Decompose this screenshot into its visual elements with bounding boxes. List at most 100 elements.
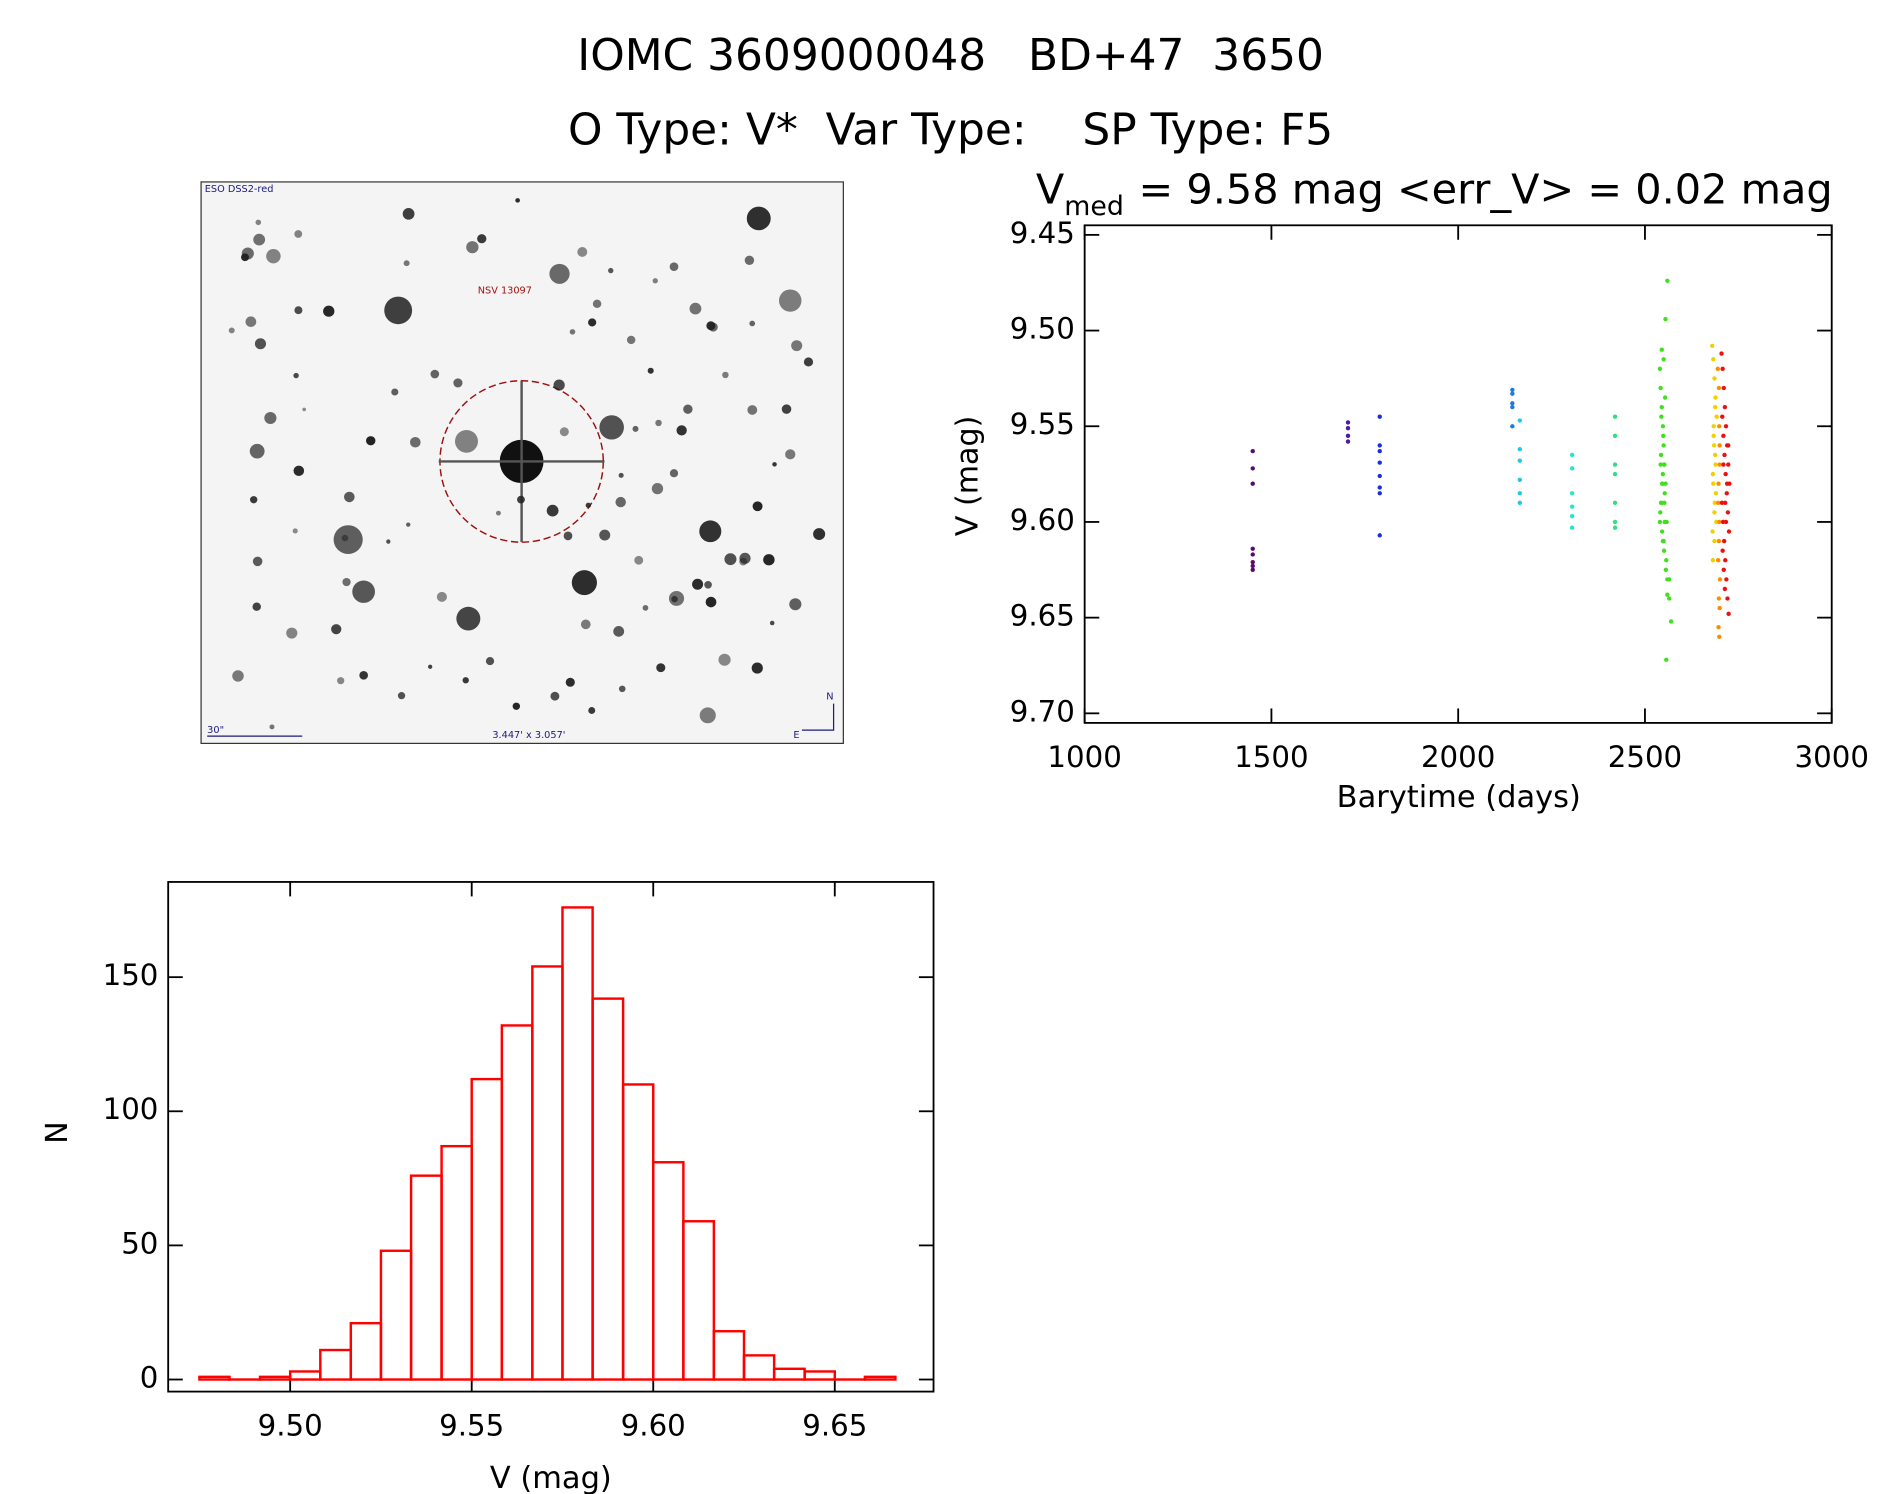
field-star [683,404,693,414]
point [1716,538,1722,544]
point [1723,424,1729,429]
field-star [599,415,624,440]
point [1711,481,1716,486]
point [1612,519,1618,525]
title-part: V [1036,166,1064,214]
field-star [565,677,575,687]
x-tick-label: 1500 [1234,740,1308,774]
point [1250,552,1255,557]
field-star [651,483,664,495]
field-star [485,657,495,666]
point [1612,433,1618,438]
field-star [337,677,345,685]
y-tick-label: 9.60 [1010,503,1075,537]
point [1658,500,1664,505]
field-star [359,671,369,680]
field-star [410,437,421,448]
point [1510,391,1515,396]
point [1710,529,1715,534]
point [1719,351,1724,356]
field-star [391,388,399,396]
point [1662,395,1668,400]
field-star [344,491,355,503]
point [1713,395,1718,400]
bar [258,1375,292,1381]
image-label: E [793,730,799,741]
point [1377,443,1382,448]
point [1664,657,1669,662]
x-tick-label: 9.50 [258,1409,323,1443]
field-star [515,198,520,203]
point [1612,525,1618,530]
field-star [724,553,737,566]
point [1569,514,1575,519]
subtitle: O Type: V* Var Type: SP Type: F5 [568,106,1333,156]
field-star [632,425,639,432]
field-star [592,299,602,309]
point [1717,605,1722,611]
x-tick-label: 2500 [1608,740,1682,774]
point [1377,414,1382,419]
point [1726,462,1731,467]
point [1721,538,1727,544]
field-star [655,419,662,427]
field-star [462,677,469,684]
field-star [427,664,433,669]
point [1377,485,1382,490]
point [1377,473,1382,479]
image-label: ESO DSS2-red [205,184,274,195]
point [1658,385,1663,391]
point [1717,443,1722,448]
point [1345,426,1351,431]
point [1724,577,1729,582]
point [1712,452,1718,458]
point [1726,529,1732,534]
field-star [739,557,748,566]
compass [801,703,835,731]
point [1517,458,1523,463]
field-star [294,230,303,238]
plot-frame [167,881,935,1393]
field-star [286,627,298,639]
bar [803,1370,836,1381]
y-tick-label: 9.65 [1010,599,1075,633]
point [1250,546,1255,551]
field-star [384,296,413,325]
field-star [546,504,559,517]
field-star [747,405,758,415]
field-star [249,443,265,459]
point [1721,385,1726,391]
point [1345,439,1351,444]
point [1658,462,1663,467]
field-star [585,502,592,508]
field-star [813,528,826,541]
point [1668,619,1674,624]
field-star [553,379,565,391]
point [1661,462,1667,467]
point [1709,343,1715,349]
field-star [549,263,570,284]
field-star [254,338,267,350]
field-star [613,626,625,637]
point [1659,414,1664,419]
field-star [245,316,257,327]
x-tick-label: 1000 [1047,740,1121,774]
point [1661,433,1666,438]
field-star [352,580,375,603]
point [1510,424,1515,429]
field-star [430,369,440,379]
point [1657,519,1663,525]
point [1662,500,1667,505]
image-label: 30" [207,725,224,736]
y-tick-label: 150 [103,958,159,992]
bar [409,1174,443,1381]
title-part: = 9.58 mag <err_V> = 0.02 mag [1138,166,1832,214]
point [1713,462,1718,467]
point [1721,462,1726,467]
point [1569,466,1575,471]
field-star [252,556,263,567]
point [1724,481,1730,486]
point [1660,471,1666,477]
point [1717,577,1723,582]
field-star [255,219,262,226]
